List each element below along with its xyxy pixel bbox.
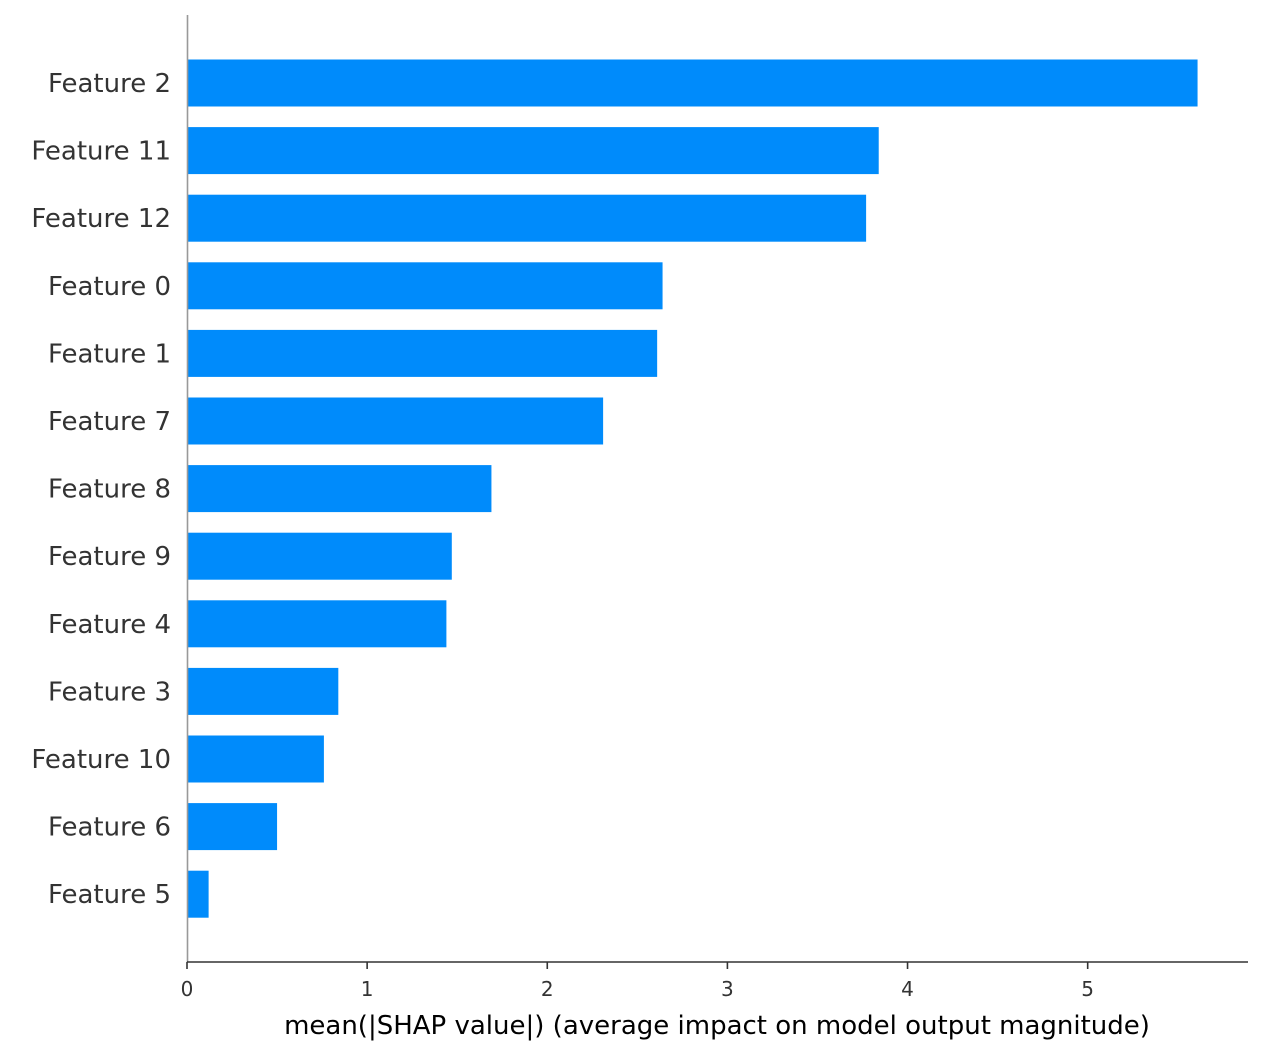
- category-label: Feature 5: [48, 880, 171, 910]
- category-label: Feature 6: [48, 813, 171, 843]
- bar: [187, 127, 879, 175]
- category-label: Feature 9: [48, 542, 171, 572]
- bar: [187, 262, 663, 310]
- x-axis-title: mean(|SHAP value|) (average impact on mo…: [284, 1011, 1150, 1041]
- bar: [187, 803, 278, 851]
- bar: [187, 465, 492, 513]
- x-ticks-group: 0 1 2 3 4 5: [181, 962, 1094, 1001]
- bar: [187, 397, 604, 445]
- x-tick-label: 4: [901, 977, 914, 1001]
- category-label: Feature 12: [31, 204, 171, 234]
- category-label: Feature 3: [48, 677, 171, 707]
- category-label: Feature 8: [48, 475, 171, 505]
- bars-group: [187, 59, 1198, 918]
- category-label: Feature 4: [48, 610, 171, 640]
- bar: [187, 59, 1198, 107]
- bar: [187, 735, 324, 783]
- bar: [187, 600, 447, 648]
- bar: [187, 532, 452, 580]
- category-label: Feature 11: [31, 137, 171, 167]
- category-label: Feature 7: [48, 407, 171, 437]
- x-tick-label: 2: [541, 977, 554, 1001]
- bar: [187, 870, 209, 918]
- x-tick-label: 0: [181, 977, 194, 1001]
- bar: [187, 667, 339, 715]
- category-label: Feature 0: [48, 272, 171, 302]
- category-label: Feature 10: [31, 745, 171, 775]
- category-label: Feature 2: [48, 69, 171, 99]
- x-tick-label: 5: [1081, 977, 1094, 1001]
- bar: [187, 329, 658, 377]
- category-label: Feature 1: [48, 339, 171, 369]
- x-tick-label: 3: [721, 977, 734, 1001]
- category-labels-group: Feature 2 Feature 11 Feature 12 Feature 0 Fe…: [31, 69, 171, 910]
- bar: [187, 194, 867, 242]
- x-tick-label: 1: [361, 977, 374, 1001]
